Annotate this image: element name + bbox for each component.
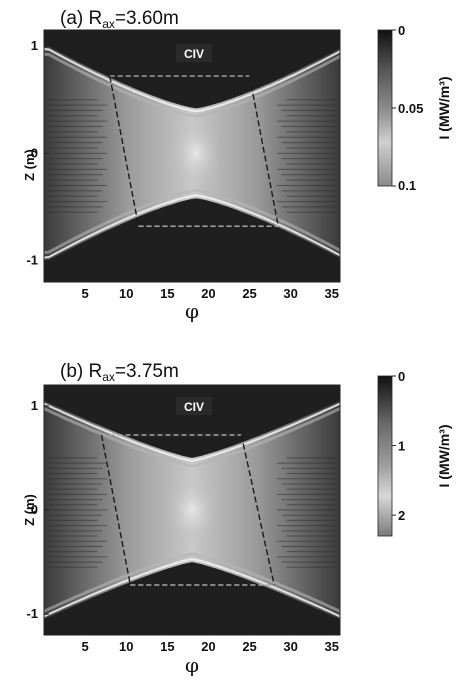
x-tick-label: 20 [201,286,215,301]
core-glow [169,118,223,189]
y-axis-label-a: Z (m) [22,149,37,181]
plot-frame-a [43,29,341,283]
colorbar-b [377,375,393,537]
x-ticks-b: 5 10 15 20 25 30 35 [81,630,339,654]
panel-b: (b) Rax=3.75m CIV 5 10 15 20 25 30 35 10-1 Z (… [22,361,452,677]
x-tick-label: 10 [119,286,133,301]
core-glow [165,475,219,545]
x-tick-label: 25 [242,286,256,301]
panel-a-title: (a) Rax=3.60m [60,8,179,31]
species-label-bg-b [176,397,212,415]
panel-a: (a) Rax=3.60m CIV 5 10 15 20 25 30 35 10-1 Z (… [22,8,452,323]
edge-emission-bottom-inner [43,188,341,255]
colorbar-tick-label: 0 [398,23,405,38]
heatmap-b [43,385,341,635]
colorbar-label-a: I (MW/m³) [436,77,452,140]
panel-b-title: (b) Rax=3.75m [60,361,179,384]
y-ticks-a: 1 0 -1 [26,38,49,268]
species-label-b: CIV [184,400,204,414]
analysis-box-right [240,434,275,586]
colorbar-tick-label: 0 [398,369,405,384]
x-tick-label: 35 [325,286,339,301]
edge-emission-top-inner [43,407,341,468]
heatmap-a [43,30,341,282]
colorbar-ticks-b: 0 1 2 [392,369,405,523]
y-tick-label: 1 [31,398,38,413]
y-tick-label: 0 [31,145,38,160]
edge-emission-top-inner [43,52,341,118]
x-axis-label-b: φ [185,653,199,677]
edge-emission-bottom-inner [43,552,341,613]
analysis-box-right [248,75,280,227]
colorbar-ticks-a: 0 0.05 0.1 [392,23,423,193]
x-tick-label: 35 [325,639,339,654]
x-tick-label: 30 [283,639,297,654]
x-axis-label-a: φ [185,299,199,323]
y-axis-label-b: Z (m) [22,494,37,526]
colorbar-label-b: I (MW/m³) [436,425,452,488]
edge-emission-top [43,48,341,113]
x-tick-label: 20 [201,639,215,654]
x-ticks-a: 5 10 15 20 25 30 35 [81,277,339,301]
analysis-box-a [109,75,280,227]
edge-emission-bottom [43,194,341,259]
x-tick-label: 5 [81,286,88,301]
species-label-bg-a [176,44,212,62]
analysis-box-left [100,434,132,586]
y-tick-label: 0 [31,502,38,517]
x-tick-label: 5 [81,639,88,654]
y-tick-label: 1 [31,38,38,53]
colorbar-tick-label: 0.05 [398,101,423,116]
x-tick-label: 10 [119,639,133,654]
y-tick-label: -1 [26,253,38,268]
analysis-box-left [109,75,140,227]
edge-emission-top [43,402,341,463]
x-tick-label: 30 [283,286,297,301]
y-ticks-b: 1 0 -1 [26,398,49,621]
colorbar-tick-label: 1 [398,439,405,454]
colorbar-tick-label: 0.1 [398,178,416,193]
colorbar-tick-label: 2 [398,508,405,523]
edge-emission-bottom [43,557,341,618]
species-label-a: CIV [184,47,204,61]
y-tick-label: -1 [26,606,38,621]
x-tick-label: 25 [242,639,256,654]
colorbar-a [377,29,393,187]
x-tick-label: 15 [160,639,174,654]
x-tick-label: 15 [160,286,174,301]
analysis-box-b [100,434,275,586]
